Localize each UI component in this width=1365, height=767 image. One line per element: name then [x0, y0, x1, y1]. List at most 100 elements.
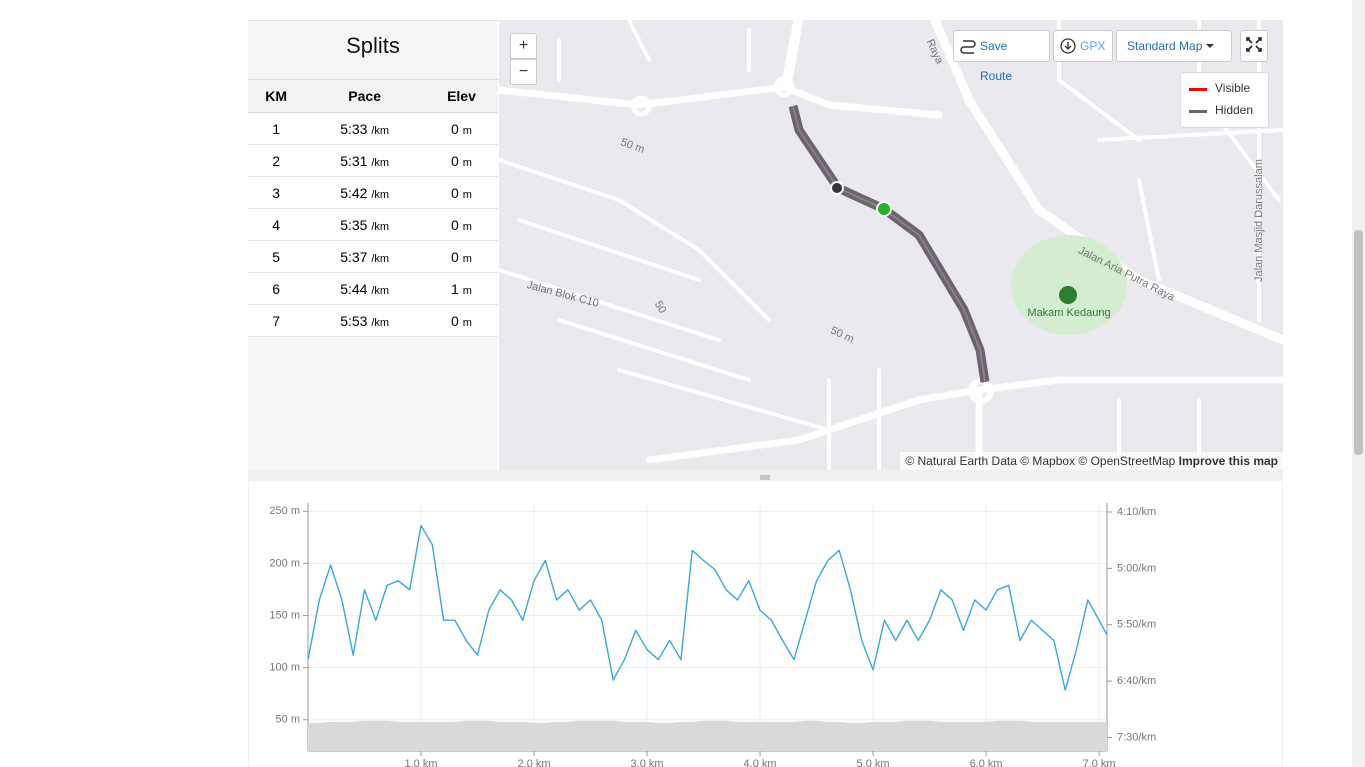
splits-table: KM Pace Elev 1 5:33 /km 0 m 2 5:31 /km 0 m 3 5:… [248, 79, 498, 337]
scrollbar-thumb[interactable] [1354, 230, 1363, 455]
route-icon [960, 40, 976, 54]
elev-unit: m [462, 316, 472, 329]
header-row: KM Pace Elev [248, 79, 498, 113]
split-elev: 0 m [424, 176, 498, 209]
elev-unit: m [462, 220, 472, 233]
split-elev: 0 m [424, 304, 498, 337]
split-elev: 0 m [424, 240, 498, 273]
elev-unit: m [462, 156, 472, 169]
y2-tick-label: 5:50/km [1117, 619, 1156, 631]
start-marker [876, 201, 892, 217]
split-km: 3 [248, 176, 305, 209]
y-tick-label: 250 m [269, 505, 300, 517]
split-row: 3 5:42 /km 0 m [248, 176, 498, 209]
split-pace: 5:37 /km [304, 240, 425, 273]
elev-value: 0 [451, 216, 459, 233]
y2-tick-label: 5:00/km [1117, 562, 1156, 574]
map-label: 50 m [829, 324, 856, 345]
fullscreen-button[interactable] [1240, 30, 1268, 62]
gpx-button[interactable]: GPX [1053, 30, 1113, 62]
y2-tick-label: 7:30/km [1117, 731, 1156, 743]
map-label: 50 [652, 299, 669, 316]
split-km: 4 [248, 208, 305, 241]
x-tick-label: 5.0 km [857, 758, 890, 767]
split-row: 6 5:44 /km 1 m [248, 272, 498, 305]
split-pace: 5:33 /km [304, 112, 425, 145]
split-row: 1 5:33 /km 0 m [248, 112, 498, 145]
elev-value: 1 [451, 280, 459, 297]
pace-line [307, 524, 1108, 691]
zoom-in-button[interactable]: + [510, 33, 537, 59]
pace-value: 5:37 [340, 248, 368, 265]
y-tick-label: 150 m [269, 609, 300, 621]
elev-value: 0 [451, 184, 459, 201]
map[interactable]: 50 m 50 50 m Jalan Blok C10 Makam Kedaun… [499, 20, 1283, 470]
split-row: 2 5:31 /km 0 m [248, 144, 498, 177]
elev-unit: m [462, 284, 472, 297]
route-legend: Visible Hidden [1180, 72, 1269, 128]
column-header: Elev [424, 79, 498, 113]
map-canvas: 50 m 50 50 m Jalan Blok C10 Makam Kedaun… [499, 20, 1283, 470]
split-pace: 5:42 /km [304, 176, 425, 209]
x-tick-label: 3.0 km [631, 758, 664, 767]
pace-value: 5:53 [340, 312, 368, 329]
pace-unit: /km [371, 220, 390, 233]
save-route-button[interactable]: Save Route [953, 30, 1050, 83]
pace-value: 5:31 [340, 152, 368, 169]
pace-unit: /km [371, 124, 390, 137]
legend-label: Hidden [1215, 103, 1254, 117]
column-header: Pace [304, 79, 425, 113]
splits-panel: Splits KM Pace Elev 1 5:33 /km 0 m 2 5:31 /k… [248, 20, 498, 471]
route-track [788, 104, 990, 383]
y-tick-label: 200 m [269, 557, 300, 569]
elev-value: 0 [451, 152, 459, 169]
scrollbar[interactable] [1352, 0, 1365, 767]
map-label: 50 m [619, 136, 646, 156]
elev-value: 0 [451, 312, 459, 329]
pace-elevation-chart: 250 m 200 m 150 m 100 m 50 m 4:10/km 5:00/km 5:… [248, 480, 1283, 767]
y2-tick-label: 4:10/km [1117, 506, 1156, 518]
splits-title: Splits [346, 33, 400, 58]
elev-value: 0 [451, 248, 459, 265]
roundabout [630, 95, 652, 117]
pace-unit: /km [371, 284, 390, 297]
pace-value: 5:33 [340, 120, 368, 137]
legend-label: Visible [1215, 81, 1251, 95]
park-icon [1059, 286, 1077, 304]
x-tick-label: 7.0 km [1083, 758, 1116, 767]
x-tick-label: 1.0 km [405, 758, 438, 767]
split-pace: 5:44 /km [304, 272, 425, 305]
street-label: Jalan Masjid Darussalam [1253, 159, 1265, 282]
split-km: 6 [248, 272, 305, 305]
dropdown-caret [1206, 44, 1214, 48]
x-tick-label: 6.0 km [970, 758, 1003, 767]
split-pace: 5:31 /km [304, 144, 425, 177]
split-row: 5 5:37 /km 0 m [248, 240, 498, 273]
split-pace: 5:53 /km [304, 304, 425, 337]
roundabout [773, 76, 795, 98]
y2-tick-label: 6:40/km [1117, 675, 1156, 687]
split-elev: 0 m [424, 208, 498, 241]
pace-unit: /km [371, 156, 390, 169]
split-km: 5 [248, 240, 305, 273]
fullscreen-icon [1246, 37, 1262, 52]
y-tick-label: 100 m [269, 662, 300, 674]
split-km: 2 [248, 144, 305, 177]
split-elev: 1 m [424, 272, 498, 305]
park [1011, 235, 1127, 335]
split-elev: 0 m [424, 112, 498, 145]
improve-map-link[interactable]: Improve this map [1178, 454, 1278, 468]
street-label: Jalan Blok C10 [525, 279, 600, 310]
pace-value: 5:44 [340, 280, 368, 297]
x-tick-label: 4.0 km [744, 758, 777, 767]
zoom-out-button[interactable]: − [510, 59, 537, 85]
x-tick-label: 2.0 km [518, 758, 551, 767]
map-style-dropdown[interactable]: Standard Map [1116, 30, 1232, 62]
legend-swatch [1189, 110, 1207, 113]
pace-unit: /km [371, 188, 390, 201]
legend-swatch [1189, 88, 1207, 91]
split-elev: 0 m [424, 144, 498, 177]
attribution: © Natural Earth Data © Mapbox © OpenStre… [900, 452, 1283, 470]
elev-unit: m [462, 252, 472, 265]
panel-divider[interactable] [248, 470, 1283, 481]
